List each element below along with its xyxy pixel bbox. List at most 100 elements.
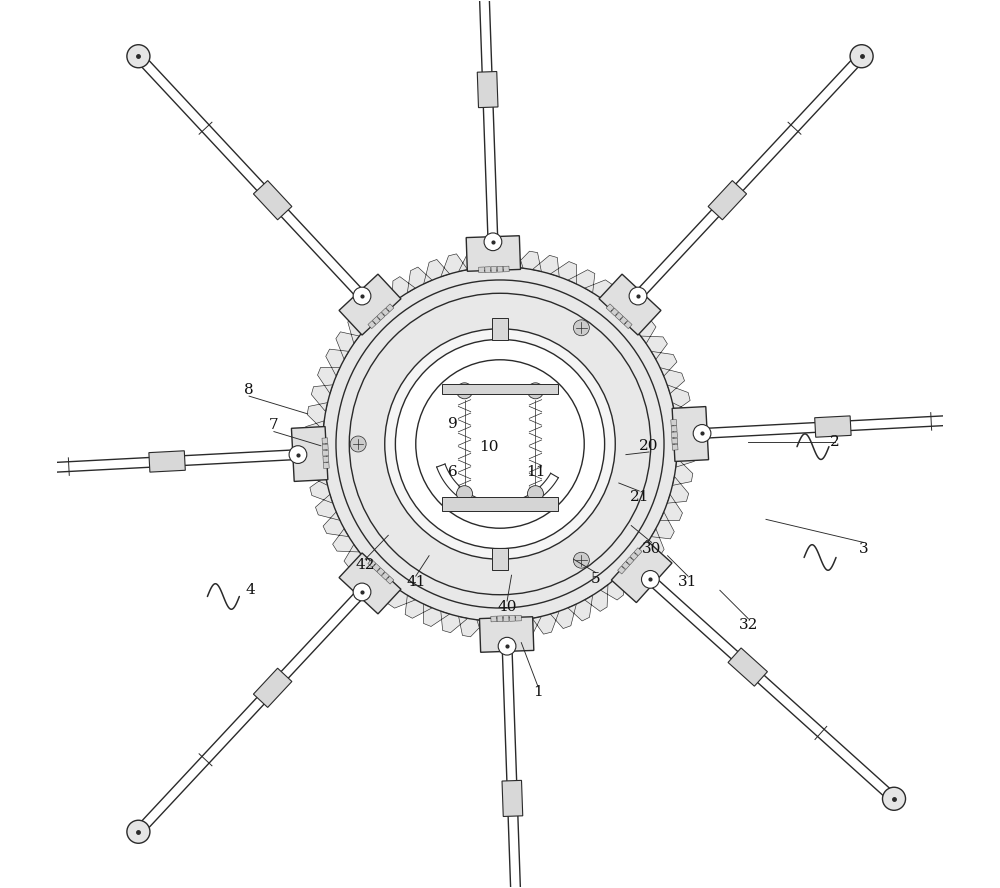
Polygon shape [630, 552, 638, 560]
Polygon shape [509, 615, 515, 622]
Text: 7: 7 [269, 418, 279, 432]
Polygon shape [323, 450, 329, 456]
Polygon shape [368, 321, 376, 329]
Polygon shape [149, 451, 185, 472]
Polygon shape [626, 557, 634, 565]
Polygon shape [323, 463, 329, 469]
Circle shape [289, 446, 307, 464]
Text: 9: 9 [448, 417, 458, 432]
Text: 11: 11 [526, 465, 545, 480]
Polygon shape [611, 308, 619, 316]
Polygon shape [253, 668, 292, 708]
Polygon shape [291, 426, 328, 481]
Polygon shape [339, 274, 401, 335]
Circle shape [416, 360, 584, 528]
Polygon shape [479, 267, 484, 273]
Circle shape [353, 287, 371, 305]
Text: 21: 21 [629, 490, 649, 504]
Polygon shape [368, 559, 376, 567]
Polygon shape [611, 541, 672, 603]
Polygon shape [671, 432, 677, 438]
Circle shape [127, 44, 150, 67]
Circle shape [498, 638, 516, 655]
Polygon shape [372, 564, 380, 572]
Polygon shape [672, 438, 678, 444]
Polygon shape [671, 425, 677, 432]
Polygon shape [503, 266, 509, 272]
Polygon shape [477, 72, 498, 107]
Polygon shape [491, 616, 497, 622]
Polygon shape [497, 266, 503, 272]
Circle shape [573, 552, 589, 568]
Text: 3: 3 [859, 542, 868, 556]
Polygon shape [618, 566, 625, 574]
Text: 20: 20 [639, 439, 659, 453]
Polygon shape [492, 548, 508, 570]
Text: 6: 6 [448, 465, 458, 480]
Circle shape [457, 383, 473, 399]
Circle shape [416, 360, 584, 528]
Polygon shape [672, 407, 709, 462]
Polygon shape [253, 180, 292, 220]
Polygon shape [386, 304, 394, 312]
Text: 31: 31 [678, 575, 698, 590]
Polygon shape [599, 274, 661, 335]
Polygon shape [442, 497, 558, 511]
Circle shape [850, 44, 873, 67]
Polygon shape [728, 648, 767, 686]
Circle shape [395, 339, 605, 549]
Polygon shape [381, 572, 389, 580]
Text: 5: 5 [591, 572, 601, 586]
Polygon shape [615, 313, 623, 321]
Circle shape [629, 287, 647, 305]
Polygon shape [491, 266, 497, 273]
Text: 10: 10 [479, 440, 498, 454]
Polygon shape [671, 419, 677, 425]
Polygon shape [377, 313, 385, 321]
Text: 8: 8 [244, 383, 254, 397]
Polygon shape [485, 266, 491, 273]
Text: 41: 41 [406, 575, 426, 590]
Polygon shape [620, 316, 628, 324]
Text: 2: 2 [830, 435, 840, 449]
Text: 4: 4 [245, 583, 255, 598]
Circle shape [527, 383, 543, 399]
Polygon shape [322, 438, 328, 444]
Polygon shape [381, 308, 389, 316]
Polygon shape [708, 180, 747, 220]
Polygon shape [497, 616, 503, 622]
Polygon shape [386, 576, 394, 584]
Text: 32: 32 [739, 618, 758, 632]
Polygon shape [815, 416, 851, 437]
Polygon shape [516, 615, 521, 621]
Polygon shape [606, 304, 614, 312]
Text: 30: 30 [642, 542, 661, 556]
Polygon shape [503, 615, 509, 622]
Polygon shape [372, 316, 380, 324]
Text: 1: 1 [533, 686, 543, 699]
Circle shape [527, 486, 543, 502]
Polygon shape [322, 444, 328, 450]
Circle shape [573, 320, 589, 336]
Polygon shape [479, 617, 534, 653]
Circle shape [484, 233, 502, 250]
Polygon shape [672, 444, 678, 450]
Circle shape [641, 570, 659, 588]
Polygon shape [624, 321, 632, 329]
Circle shape [323, 266, 677, 622]
Polygon shape [339, 553, 401, 614]
Circle shape [350, 436, 366, 452]
Polygon shape [622, 561, 630, 569]
Polygon shape [442, 384, 558, 394]
Circle shape [385, 329, 615, 559]
Circle shape [693, 424, 711, 442]
Text: 40: 40 [497, 600, 517, 614]
Polygon shape [323, 456, 329, 463]
Polygon shape [305, 249, 695, 639]
Circle shape [457, 486, 473, 502]
Polygon shape [466, 235, 521, 271]
Polygon shape [502, 781, 523, 816]
Text: 42: 42 [355, 559, 375, 573]
Circle shape [353, 583, 371, 601]
Circle shape [127, 821, 150, 844]
